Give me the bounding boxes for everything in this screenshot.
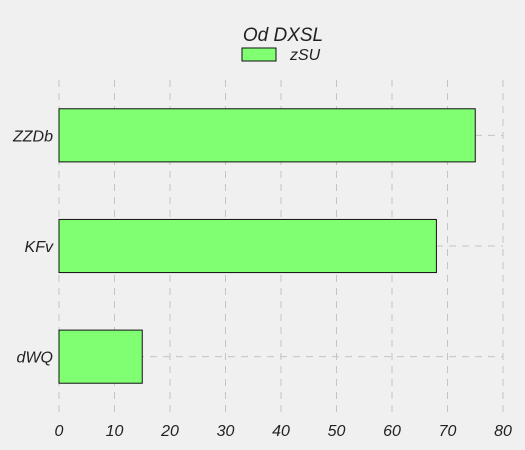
y-tick-label-dwq: dWQ — [17, 350, 53, 367]
x-tick-label: 40 — [272, 423, 290, 440]
x-tick-label: 50 — [328, 423, 346, 440]
x-axis-labels: 0 10 20 30 40 50 60 70 80 — [55, 423, 512, 440]
x-tick-label: 20 — [160, 423, 179, 440]
bar-dwq — [58, 329, 143, 384]
bar-kfv — [58, 218, 437, 274]
legend: zSU — [241, 47, 321, 64]
x-tick-label: 10 — [106, 423, 124, 440]
legend-label-zsu: zSU — [289, 47, 321, 64]
y-tick-label-kfv: KFv — [25, 239, 54, 256]
x-tick-label: 80 — [494, 423, 512, 440]
bar-zzdb — [58, 108, 476, 163]
x-tick-label: 0 — [55, 423, 64, 440]
y-tick-label-zzdb: ZZDb — [12, 128, 53, 145]
legend-swatch-zsu — [241, 47, 277, 62]
x-tick-label: 30 — [217, 423, 235, 440]
chart-title: Od DXSL — [243, 25, 323, 46]
y-axis-labels: ZZDb KFv dWQ — [12, 128, 54, 366]
x-tick-label: 70 — [439, 423, 457, 440]
bars — [58, 108, 476, 384]
x-tick-label: 60 — [383, 423, 401, 440]
